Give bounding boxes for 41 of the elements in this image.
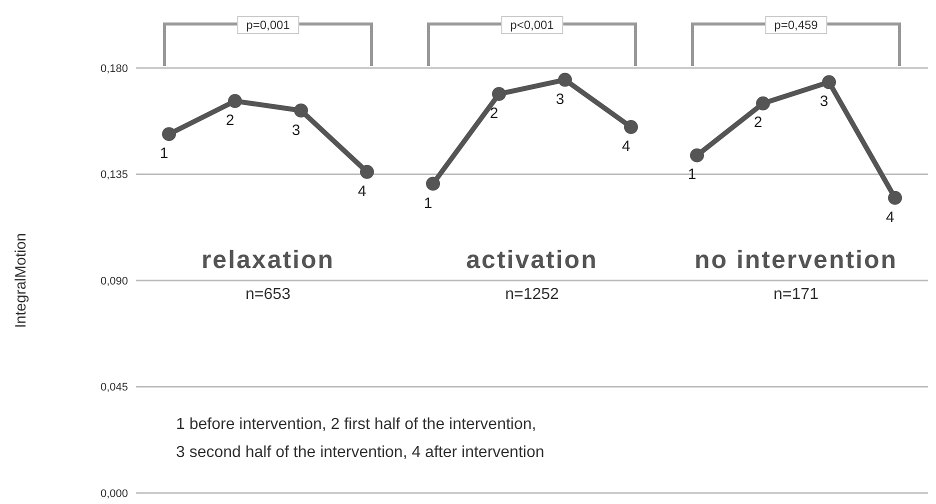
text: p=0,459 (765, 16, 827, 34)
point (228, 94, 242, 108)
annotation: n=171 (774, 286, 818, 304)
annotation: 3 (820, 93, 828, 112)
annotation: n=653 (246, 286, 290, 304)
text: p<0,001 (501, 16, 563, 34)
annotation: 1 (160, 145, 168, 164)
text: p=0,001 (237, 16, 299, 34)
point (162, 127, 176, 142)
text: relaxation (201, 246, 335, 275)
annotation: 3 (556, 90, 564, 109)
annotation: 4 (622, 138, 630, 156)
annotation: 3 (292, 122, 300, 140)
annotation: n=1252 (505, 286, 559, 304)
y-tick-label: 0,090 (100, 275, 128, 288)
point (624, 120, 638, 134)
point (558, 72, 572, 87)
text: activation (466, 246, 598, 275)
point (492, 86, 506, 101)
annotation: 2 (226, 112, 234, 130)
y-tick-label: 0,135 (100, 169, 128, 182)
y-tick-label: 0,000 (100, 488, 128, 500)
annotation: 4 (886, 208, 894, 227)
annotation: 3 second half of the intervention, 4 after intervention (176, 444, 544, 462)
y-axis-title: IntegralMotion (12, 232, 30, 328)
annotation: 1 before intervention, 2 first half of the intervention, (176, 416, 536, 434)
series-label: no intervention (694, 246, 898, 275)
annotation: 1 (688, 166, 696, 184)
annotation: 1 (424, 194, 432, 213)
annotation: 4 (358, 182, 366, 201)
point (426, 176, 440, 191)
point (756, 96, 770, 110)
point (822, 75, 836, 90)
y-tick-label: 0,180 (100, 62, 128, 75)
point (690, 148, 704, 162)
annotation: 2 (754, 114, 762, 132)
point (360, 164, 374, 179)
annotation: 2 (490, 104, 498, 123)
point (888, 190, 902, 205)
point (294, 104, 308, 118)
y-tick-label: 0,045 (100, 382, 128, 394)
